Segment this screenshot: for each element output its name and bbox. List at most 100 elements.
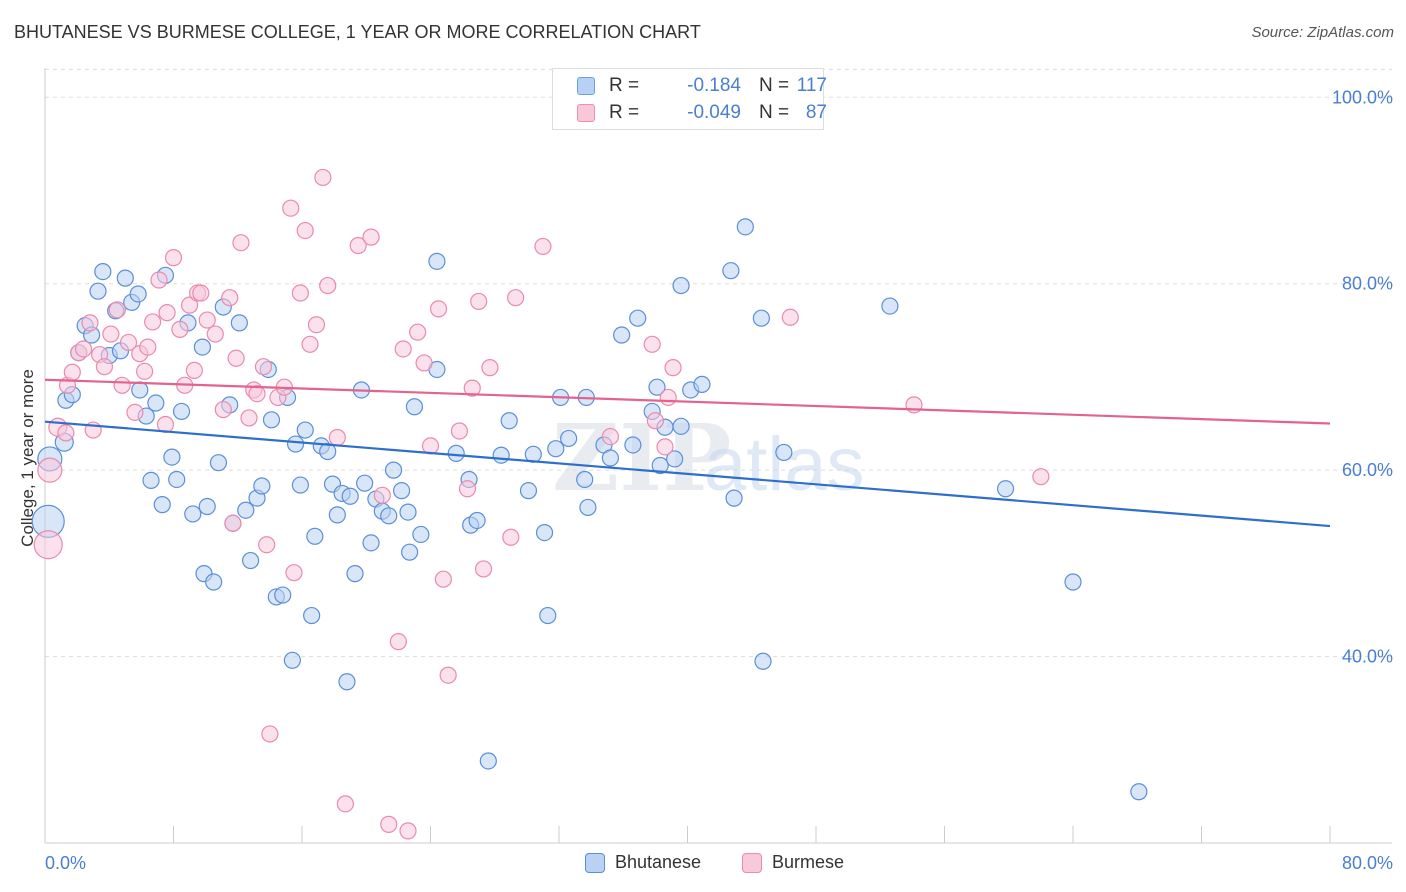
bhutanese-swatch bbox=[577, 77, 595, 95]
burmese-point bbox=[434, 570, 452, 588]
bhutanese-point bbox=[693, 375, 711, 393]
burmese-point bbox=[643, 335, 661, 353]
burmese-point bbox=[470, 292, 488, 311]
burmese-point bbox=[362, 228, 380, 246]
burmese-point bbox=[150, 271, 168, 289]
bhutanese-point bbox=[274, 586, 292, 604]
n-label: N = bbox=[759, 102, 790, 123]
burmese-point bbox=[126, 403, 144, 421]
bhutanese-point bbox=[736, 218, 754, 236]
burmese-point bbox=[409, 323, 427, 341]
grid bbox=[45, 68, 1392, 658]
bhutanese-point bbox=[560, 429, 578, 448]
bhutanese-point bbox=[153, 496, 171, 514]
bhutanese-point bbox=[356, 474, 374, 492]
bhutanese-point bbox=[172, 402, 191, 421]
legend-item-burmese[interactable]: Burmese bbox=[742, 852, 844, 873]
bhutanese-point bbox=[672, 276, 690, 295]
burmese-point bbox=[646, 412, 664, 430]
source-label: Source: ZipAtlas.com bbox=[1251, 24, 1394, 41]
burmese-point bbox=[781, 308, 799, 326]
bhutanese-point bbox=[576, 470, 594, 489]
bhutanese-point bbox=[629, 309, 647, 327]
burmese-point bbox=[664, 359, 682, 377]
bhutanese-point bbox=[752, 309, 770, 327]
burmese-point bbox=[224, 514, 242, 532]
x-tick-label: 80.0% bbox=[1342, 853, 1393, 873]
burmese-point bbox=[74, 340, 93, 358]
bhutanese-point bbox=[601, 449, 620, 467]
bhutanese-point bbox=[412, 525, 430, 544]
burmese-point bbox=[135, 362, 154, 380]
burmese-point bbox=[192, 284, 210, 302]
burmese-point bbox=[158, 304, 176, 322]
bhutanese-point bbox=[209, 454, 228, 472]
burmese-point bbox=[258, 536, 276, 554]
burmese-point bbox=[399, 822, 417, 840]
n-label: N = bbox=[759, 75, 790, 96]
bhutanese-point bbox=[319, 442, 337, 461]
burmese-point bbox=[349, 236, 367, 255]
burmese-point bbox=[458, 480, 477, 498]
burmese-point bbox=[282, 199, 300, 217]
legend-label-bhutanese: Bhutanese bbox=[615, 852, 702, 872]
bhutanese-point bbox=[346, 565, 364, 583]
burmese-point bbox=[227, 349, 245, 367]
bhutanese-point bbox=[539, 606, 557, 625]
burmese-point bbox=[81, 314, 99, 332]
burmese-point bbox=[139, 338, 157, 356]
burmese-point bbox=[439, 666, 457, 684]
y-tick-label: 100.0% bbox=[1332, 87, 1393, 107]
burmese-point bbox=[507, 289, 525, 307]
legend-item-bhutanese[interactable]: Bhutanese bbox=[585, 852, 701, 873]
burmese-point bbox=[380, 815, 398, 833]
bhutanese-point bbox=[428, 252, 446, 270]
burmese-point bbox=[394, 340, 412, 358]
bhutanese-point bbox=[672, 417, 690, 435]
burmese-point bbox=[463, 379, 481, 397]
bhutanese-point bbox=[535, 523, 554, 542]
bhutanese-point bbox=[94, 262, 112, 281]
burmese-point bbox=[481, 359, 499, 377]
bhutanese-point bbox=[147, 394, 165, 412]
burmese-point bbox=[285, 564, 303, 582]
burmese-point bbox=[389, 633, 407, 651]
burmese-point bbox=[206, 325, 224, 343]
bhutanese-point bbox=[613, 326, 631, 344]
burmese-point bbox=[1032, 468, 1050, 486]
bhutanese-point bbox=[648, 378, 666, 396]
bhutanese-point bbox=[230, 314, 248, 332]
burmese-point bbox=[185, 361, 203, 380]
burmese-point bbox=[429, 300, 448, 318]
bhutanese-point bbox=[142, 471, 160, 489]
burmese-point bbox=[373, 486, 391, 504]
data-points bbox=[31, 168, 1148, 840]
bhutanese-point bbox=[296, 421, 314, 439]
burmese-trend-line bbox=[44, 378, 1331, 425]
bhutanese-point bbox=[492, 446, 510, 464]
bhutanese-point bbox=[996, 480, 1015, 498]
bhutanese-point bbox=[666, 450, 684, 468]
bhutanese-point bbox=[237, 501, 255, 519]
bhutanese-point bbox=[253, 477, 271, 495]
burmese-point bbox=[57, 424, 75, 442]
burmese-point bbox=[328, 428, 346, 447]
burmese-point bbox=[301, 335, 319, 353]
bhutanese-point bbox=[328, 506, 346, 524]
bhutanese-point bbox=[384, 461, 403, 479]
legend: Bhutanese Burmese bbox=[0, 850, 1406, 880]
burmese-point bbox=[314, 168, 332, 187]
r-label: R = bbox=[609, 75, 640, 96]
bhutanese-point bbox=[306, 527, 324, 545]
legend-label-burmese: Burmese bbox=[772, 852, 845, 872]
bhutanese-point bbox=[291, 476, 309, 494]
bhutanese-point bbox=[722, 262, 740, 280]
bhutanese-point bbox=[447, 444, 465, 462]
burmese-point bbox=[450, 422, 469, 440]
burmese-point bbox=[164, 249, 183, 267]
burmese-point bbox=[240, 409, 258, 427]
burmese-point bbox=[307, 316, 326, 334]
burmese-point bbox=[144, 313, 162, 331]
bhutanese-point bbox=[131, 381, 149, 399]
bhutanese-legend-swatch bbox=[585, 852, 605, 873]
